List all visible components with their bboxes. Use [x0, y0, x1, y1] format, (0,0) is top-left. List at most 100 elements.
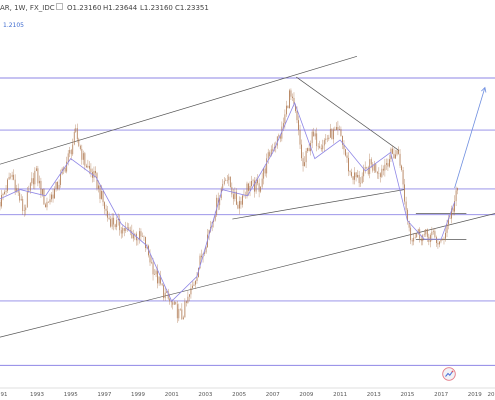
- candle-body: [439, 241, 440, 245]
- candle-body: [370, 159, 372, 165]
- candle-body: [381, 168, 383, 177]
- candle-body: [201, 255, 202, 258]
- candle-body: [49, 199, 51, 203]
- candle-body: [222, 183, 224, 189]
- candle-body: [260, 186, 262, 192]
- candle-body: [161, 283, 163, 286]
- candle-body: [14, 179, 16, 192]
- candle-body: [334, 129, 336, 131]
- candle-body: [232, 194, 234, 199]
- settings-toggle-icon[interactable]: [56, 3, 63, 10]
- candle-body: [213, 220, 215, 222]
- candle-body: [58, 184, 60, 190]
- candle-body: [102, 191, 104, 203]
- candle-body: [335, 127, 337, 131]
- x-tick-label: 1993: [30, 392, 44, 398]
- candle-body: [382, 168, 384, 171]
- candle-body: [199, 255, 201, 268]
- x-tick-label: 2001: [165, 392, 179, 398]
- candle-body: [225, 180, 227, 181]
- candle-body: [305, 150, 307, 163]
- candle-body: [393, 153, 395, 159]
- candle-body: [242, 195, 243, 205]
- candle-body: [111, 217, 113, 227]
- price-tag-label: 1.2105: [3, 22, 24, 29]
- candle-body: [5, 190, 7, 192]
- candle-body: [217, 197, 219, 206]
- candle-body: [299, 130, 301, 145]
- candle-body: [90, 168, 92, 173]
- candle-body: [384, 164, 386, 171]
- candle-body: [140, 231, 142, 237]
- candle-body: [252, 180, 254, 181]
- candle-body: [151, 262, 152, 263]
- candle-body: [449, 218, 451, 220]
- candle-body: [348, 157, 349, 172]
- candle-body: [351, 172, 352, 177]
- candle-body: [289, 90, 290, 109]
- candle-body: [290, 90, 292, 97]
- candle-body: [82, 153, 84, 160]
- candle-body: [395, 154, 396, 159]
- candle-body: [429, 235, 431, 242]
- candle-body: [29, 183, 31, 191]
- candle-body: [195, 281, 196, 285]
- candle-body: [73, 131, 75, 145]
- candle-body: [410, 227, 412, 241]
- candle-body: [216, 197, 218, 216]
- candle-body: [235, 191, 237, 205]
- candle-body: [319, 146, 321, 148]
- candle-body: [308, 148, 310, 152]
- candle-body: [67, 153, 69, 162]
- candle-body: [81, 148, 83, 160]
- candle-body: [114, 224, 116, 228]
- candle-body: [26, 191, 28, 208]
- candle-body: [417, 229, 419, 234]
- candle-body: [205, 247, 207, 253]
- candle-body: [267, 152, 269, 159]
- candle-body: [173, 301, 175, 305]
- candle-body: [314, 133, 316, 137]
- candle-body: [355, 172, 357, 178]
- candle-body: [364, 167, 366, 169]
- candle-body: [19, 192, 21, 201]
- candle-body: [223, 180, 225, 184]
- symbol-label[interactable]: AR, 1W, FX_IDC: [0, 4, 55, 12]
- candle-body: [398, 150, 399, 154]
- candle-body: [155, 270, 157, 275]
- candle-body: [329, 128, 331, 138]
- candle-body: [110, 219, 112, 227]
- x-tick-label: 2011: [333, 392, 347, 398]
- candle-body: [266, 158, 268, 174]
- candle-body: [396, 150, 398, 155]
- candle-body: [304, 162, 305, 167]
- candle-body: [204, 252, 205, 254]
- candle-body: [302, 158, 304, 167]
- candle-body: [170, 301, 172, 303]
- candle-body: [346, 155, 348, 158]
- candle-body: [40, 180, 42, 195]
- trendlines: [0, 55, 495, 338]
- candle-body: [284, 114, 286, 124]
- candle-body: [279, 135, 281, 139]
- tradingview-logo-icon[interactable]: [442, 367, 456, 381]
- candle-body: [373, 164, 375, 171]
- candle-body: [84, 153, 86, 166]
- candle-body: [292, 96, 293, 98]
- candle-body: [98, 185, 99, 189]
- candle-body: [231, 187, 233, 195]
- candle-body: [446, 224, 448, 233]
- candle-body: [411, 240, 413, 242]
- x-axis-tick-labels: 91 1993 1995 1997 1999 2001 2003 2005 2007 2009 20…: [1, 392, 495, 398]
- candle-body: [258, 183, 260, 192]
- candle-body: [420, 238, 422, 242]
- candle-body: [152, 262, 154, 275]
- x-tick-label: 1995: [64, 392, 78, 398]
- candle-body: [378, 173, 380, 174]
- projection-arrow: [454, 86, 487, 189]
- trendline-3: [296, 76, 400, 151]
- candle-body: [401, 165, 402, 171]
- candle-body: [376, 171, 378, 174]
- candle-body: [436, 237, 437, 244]
